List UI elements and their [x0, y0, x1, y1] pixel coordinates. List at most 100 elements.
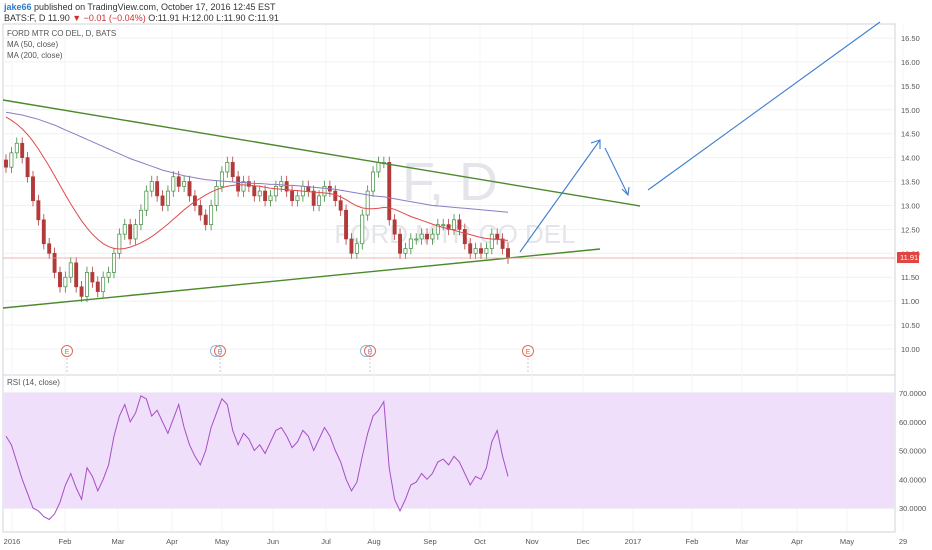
arrow-head-1	[590, 139, 601, 149]
time-tick-label: Feb	[686, 537, 699, 546]
candle-body	[58, 272, 62, 288]
candle-body	[333, 190, 338, 202]
candle-body	[41, 219, 46, 245]
time-tick-label: Apr	[791, 537, 803, 546]
candle-body	[133, 224, 138, 240]
projection-arrow-2[interactable]	[604, 147, 629, 196]
candle-body	[365, 190, 370, 216]
candle-body	[317, 195, 322, 206]
chart-title: FORD MTR CO DEL, D, BATS	[7, 29, 116, 38]
candle-body	[495, 233, 500, 240]
price-tick-label: 13.00	[901, 201, 920, 210]
candle-body	[9, 152, 14, 168]
candle-body	[371, 171, 376, 192]
legend-ma200[interactable]: MA (200, close)	[7, 51, 63, 60]
candle-body	[479, 248, 483, 254]
published-text: published on TradingView.com, October 17…	[34, 2, 276, 12]
candle-body	[219, 171, 224, 187]
candle-body	[171, 176, 176, 192]
time-tick-label: Dec	[576, 537, 590, 546]
candle-body	[149, 181, 154, 192]
candle-body	[279, 181, 284, 187]
candle-body	[273, 185, 278, 197]
last-price-tag-text: 11.91	[900, 253, 918, 262]
candle-body	[268, 195, 273, 202]
candle-body	[74, 262, 79, 288]
price-grid	[4, 25, 904, 531]
candle-body	[225, 162, 230, 173]
candle-body	[106, 272, 111, 278]
candle-body	[203, 214, 208, 225]
author-name[interactable]: jake66	[4, 2, 32, 12]
lower-trendline[interactable]	[2, 248, 601, 309]
candle-body	[63, 276, 68, 288]
projection-arrow-3[interactable]	[647, 21, 881, 191]
price-tick-label: 12.50	[901, 225, 920, 234]
time-tick-label: Sep	[423, 537, 436, 546]
projection-arrow-1[interactable]	[519, 139, 601, 253]
candle-body	[101, 276, 106, 292]
candle-body	[489, 233, 494, 249]
candle-body	[246, 181, 251, 187]
candle-body	[79, 286, 84, 297]
candle-body	[344, 209, 349, 240]
open-value: O:11.91	[148, 13, 180, 23]
candle-body	[398, 233, 402, 254]
candle-body	[419, 233, 424, 240]
candle-body	[182, 181, 187, 187]
time-axis[interactable]: 2016 Feb Mar Apr May Jun Jul Aug Sep Oct Nov Dec 201…	[4, 537, 908, 546]
price-tick-label: 11.50	[901, 273, 919, 282]
candle-body	[506, 248, 510, 259]
time-tick-label: 29	[899, 537, 907, 546]
time-tick-label: 2016	[4, 537, 21, 546]
candle-body	[452, 219, 456, 230]
upper-trendline[interactable]	[2, 99, 641, 207]
price-tick-label: 11.00	[901, 297, 919, 306]
legend-ma50[interactable]: MA (50, close)	[7, 40, 58, 49]
rsi-axis[interactable]: 70.0000 60.0000 50.0000 40.0000 30.0000	[899, 389, 926, 513]
price-axis[interactable]: 16.50 16.00 15.50 15.00 14.50 14.00 13.50 13.00…	[901, 34, 920, 354]
candle-body	[322, 185, 327, 197]
candle-body	[187, 181, 192, 197]
price-tick-label: 10.00	[901, 345, 920, 354]
candle-body	[47, 243, 52, 254]
candle-body	[484, 248, 489, 254]
candle-body	[230, 162, 235, 178]
candle-body	[209, 205, 214, 225]
candle-body	[31, 176, 35, 202]
candle-body	[500, 238, 505, 249]
candle-body	[290, 190, 295, 202]
price-change: ▼ −0.01 (−0.04%)	[72, 13, 146, 23]
candle-body	[138, 209, 143, 225]
rsi-band	[4, 393, 894, 508]
dividend-marker	[210, 345, 222, 357]
candle-body	[95, 281, 100, 292]
symbol-label: BATS:F, D	[4, 13, 46, 23]
candle-body	[338, 200, 343, 211]
drawings[interactable]	[2, 21, 895, 309]
dividend-marker	[360, 345, 372, 357]
candle-body	[198, 205, 203, 216]
price-tick-label: 14.00	[901, 154, 920, 163]
candle-body	[349, 238, 354, 254]
time-tick-label: Apr	[166, 537, 178, 546]
candle-body	[128, 224, 133, 240]
candle-body	[176, 176, 181, 187]
price-pane[interactable]	[2, 23, 896, 376]
candle-body	[117, 233, 122, 254]
candle-body	[214, 185, 219, 206]
time-tick-label: Jun	[267, 537, 279, 546]
candles[interactable]	[4, 137, 510, 303]
candle-body	[236, 176, 241, 192]
earnings-label: E	[368, 349, 373, 356]
last-price-tag: 11.91	[897, 252, 919, 263]
candle-body	[20, 142, 25, 158]
candle-body	[85, 272, 89, 297]
earnings-marker	[364, 345, 376, 357]
candle-body	[462, 229, 467, 245]
close-value: C:11.91	[248, 13, 279, 23]
candle-body	[144, 190, 149, 211]
price-tick-label: 10.50	[901, 321, 920, 330]
